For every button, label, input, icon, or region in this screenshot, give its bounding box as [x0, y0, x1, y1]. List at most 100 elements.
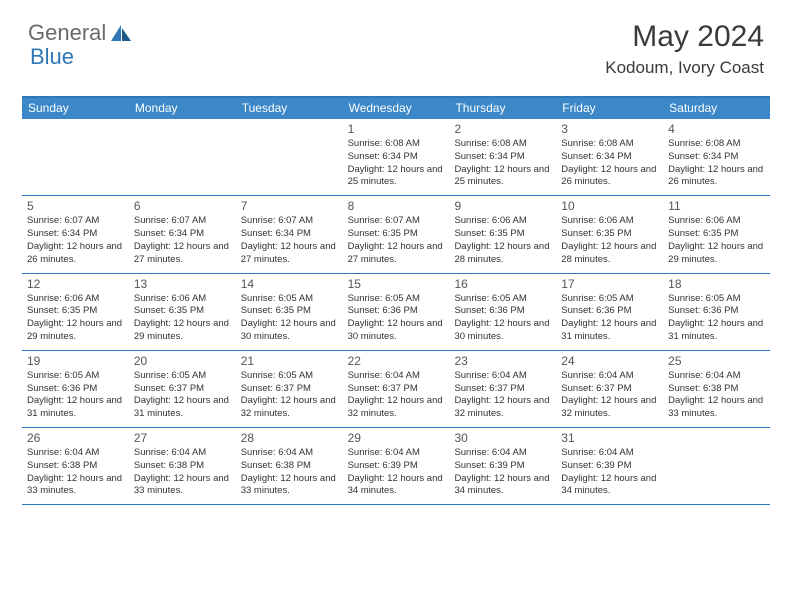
day-number: 22: [348, 354, 445, 368]
day-number: 14: [241, 277, 338, 291]
day-number: 18: [668, 277, 765, 291]
day-number: 28: [241, 431, 338, 445]
logo: General: [28, 20, 134, 46]
day-info: Sunrise: 6:05 AMSunset: 6:37 PMDaylight:…: [134, 370, 231, 421]
day-cell: 26Sunrise: 6:04 AMSunset: 6:38 PMDayligh…: [22, 428, 129, 504]
day-cell: 24Sunrise: 6:04 AMSunset: 6:37 PMDayligh…: [556, 351, 663, 427]
day-cell: 18Sunrise: 6:05 AMSunset: 6:36 PMDayligh…: [663, 274, 770, 350]
day-info: Sunrise: 6:05 AMSunset: 6:36 PMDaylight:…: [561, 293, 658, 344]
day-info: Sunrise: 6:07 AMSunset: 6:34 PMDaylight:…: [134, 215, 231, 266]
day-number: 31: [561, 431, 658, 445]
day-info: Sunrise: 6:06 AMSunset: 6:35 PMDaylight:…: [561, 215, 658, 266]
day-info: Sunrise: 6:08 AMSunset: 6:34 PMDaylight:…: [561, 138, 658, 189]
day-number: 19: [27, 354, 124, 368]
day-cell: 6 Sunrise: 6:07 AMSunset: 6:34 PMDaylight…: [129, 196, 236, 272]
logo-blue-row: Blue: [30, 44, 74, 70]
week-row: 19 Sunrise: 6:05 AMSunset: 6:36 PMDayligh…: [22, 351, 770, 428]
day-cell: [22, 119, 129, 195]
day-cell: 7 Sunrise: 6:07 AMSunset: 6:34 PMDaylight…: [236, 196, 343, 272]
day-number: 10: [561, 199, 658, 213]
day-header: Monday: [129, 98, 236, 119]
day-cell: 9 Sunrise: 6:06 AMSunset: 6:35 PMDaylight…: [449, 196, 556, 272]
day-info: Sunrise: 6:06 AMSunset: 6:35 PMDaylight:…: [134, 293, 231, 344]
logo-text-general: General: [28, 20, 106, 46]
day-number: 13: [134, 277, 231, 291]
day-number: 25: [668, 354, 765, 368]
day-number: 30: [454, 431, 551, 445]
day-info: Sunrise: 6:06 AMSunset: 6:35 PMDaylight:…: [27, 293, 124, 344]
day-info: Sunrise: 6:05 AMSunset: 6:36 PMDaylight:…: [454, 293, 551, 344]
day-cell: 10 Sunrise: 6:06 AMSunset: 6:35 PMDayligh…: [556, 196, 663, 272]
day-info: Sunrise: 6:04 AMSunset: 6:37 PMDaylight:…: [454, 370, 551, 421]
day-cell: 22 Sunrise: 6:04 AMSunset: 6:37 PMDayligh…: [343, 351, 450, 427]
day-cell: 15 Sunrise: 6:05 AMSunset: 6:36 PMDayligh…: [343, 274, 450, 350]
day-number: 9: [454, 199, 551, 213]
day-cell: 14 Sunrise: 6:05 AMSunset: 6:35 PMDayligh…: [236, 274, 343, 350]
day-number: 11: [668, 199, 765, 213]
day-info: Sunrise: 6:08 AMSunset: 6:34 PMDaylight:…: [348, 138, 445, 189]
day-number: 2: [454, 122, 551, 136]
day-info: Sunrise: 6:04 AMSunset: 6:37 PMDaylight:…: [348, 370, 445, 421]
day-info: Sunrise: 6:04 AMSunset: 6:38 PMDaylight:…: [241, 447, 338, 498]
day-info: Sunrise: 6:05 AMSunset: 6:36 PMDaylight:…: [27, 370, 124, 421]
day-number: 15: [348, 277, 445, 291]
day-cell: [129, 119, 236, 195]
day-cell: 16 Sunrise: 6:05 AMSunset: 6:36 PMDayligh…: [449, 274, 556, 350]
day-cell: 27 Sunrise: 6:04 AMSunset: 6:38 PMDayligh…: [129, 428, 236, 504]
day-number: 7: [241, 199, 338, 213]
day-header: Saturday: [663, 98, 770, 119]
day-info: Sunrise: 6:07 AMSunset: 6:34 PMDaylight:…: [241, 215, 338, 266]
day-cell: [663, 428, 770, 504]
page-header: General May 2024 Kodoum, Ivory Coast: [0, 0, 792, 86]
day-info: Sunrise: 6:06 AMSunset: 6:35 PMDaylight:…: [454, 215, 551, 266]
day-header: Friday: [556, 98, 663, 119]
week-row: 26 Sunrise: 6:04 AMSunset: 6:38 PMDayligh…: [22, 428, 770, 505]
day-cell: 31Sunrise: 6:04 AMSunset: 6:39 PMDayligh…: [556, 428, 663, 504]
day-cell: 28 Sunrise: 6:04 AMSunset: 6:38 PMDayligh…: [236, 428, 343, 504]
day-cell: 23 Sunrise: 6:04 AMSunset: 6:37 PMDayligh…: [449, 351, 556, 427]
logo-text-blue: Blue: [30, 44, 74, 69]
calendar: SundayMondayTuesdayWednesdayThursdayFrid…: [22, 96, 770, 505]
day-number: 23: [454, 354, 551, 368]
day-info: Sunrise: 6:05 AMSunset: 6:36 PMDaylight:…: [348, 293, 445, 344]
day-cell: 19 Sunrise: 6:05 AMSunset: 6:36 PMDayligh…: [22, 351, 129, 427]
day-cell: [236, 119, 343, 195]
day-info: Sunrise: 6:05 AMSunset: 6:37 PMDaylight:…: [241, 370, 338, 421]
day-info: Sunrise: 6:04 AMSunset: 6:38 PMDaylight:…: [134, 447, 231, 498]
day-cell: 3 Sunrise: 6:08 AMSunset: 6:34 PMDaylight…: [556, 119, 663, 195]
day-cell: 25Sunrise: 6:04 AMSunset: 6:38 PMDayligh…: [663, 351, 770, 427]
day-number: 5: [27, 199, 124, 213]
day-info: Sunrise: 6:07 AMSunset: 6:35 PMDaylight:…: [348, 215, 445, 266]
day-cell: 8 Sunrise: 6:07 AMSunset: 6:35 PMDaylight…: [343, 196, 450, 272]
day-cell: 11 Sunrise: 6:06 AMSunset: 6:35 PMDayligh…: [663, 196, 770, 272]
day-cell: 29 Sunrise: 6:04 AMSunset: 6:39 PMDayligh…: [343, 428, 450, 504]
day-info: Sunrise: 6:06 AMSunset: 6:35 PMDaylight:…: [668, 215, 765, 266]
day-info: Sunrise: 6:07 AMSunset: 6:34 PMDaylight:…: [27, 215, 124, 266]
day-number: 3: [561, 122, 658, 136]
day-number: 16: [454, 277, 551, 291]
day-number: 6: [134, 199, 231, 213]
day-header: Wednesday: [343, 98, 450, 119]
day-cell: 1 Sunrise: 6:08 AMSunset: 6:34 PMDaylight…: [343, 119, 450, 195]
day-cell: 5 Sunrise: 6:07 AMSunset: 6:34 PMDaylight…: [22, 196, 129, 272]
day-header: Tuesday: [236, 98, 343, 119]
location: Kodoum, Ivory Coast: [605, 58, 764, 78]
day-number: 27: [134, 431, 231, 445]
day-number: 20: [134, 354, 231, 368]
day-info: Sunrise: 6:05 AMSunset: 6:35 PMDaylight:…: [241, 293, 338, 344]
day-header: Sunday: [22, 98, 129, 119]
month-title: May 2024: [605, 20, 764, 54]
day-number: 26: [27, 431, 124, 445]
day-number: 8: [348, 199, 445, 213]
day-number: 29: [348, 431, 445, 445]
day-cell: 20 Sunrise: 6:05 AMSunset: 6:37 PMDayligh…: [129, 351, 236, 427]
week-row: 5 Sunrise: 6:07 AMSunset: 6:34 PMDaylight…: [22, 196, 770, 273]
day-number: 12: [27, 277, 124, 291]
week-row: 1 Sunrise: 6:08 AMSunset: 6:34 PMDaylight…: [22, 119, 770, 196]
day-info: Sunrise: 6:04 AMSunset: 6:39 PMDaylight:…: [348, 447, 445, 498]
day-number: 1: [348, 122, 445, 136]
day-info: Sunrise: 6:08 AMSunset: 6:34 PMDaylight:…: [668, 138, 765, 189]
day-cell: 2Sunrise: 6:08 AMSunset: 6:34 PMDaylight…: [449, 119, 556, 195]
day-info: Sunrise: 6:04 AMSunset: 6:37 PMDaylight:…: [561, 370, 658, 421]
day-cell: 17Sunrise: 6:05 AMSunset: 6:36 PMDayligh…: [556, 274, 663, 350]
